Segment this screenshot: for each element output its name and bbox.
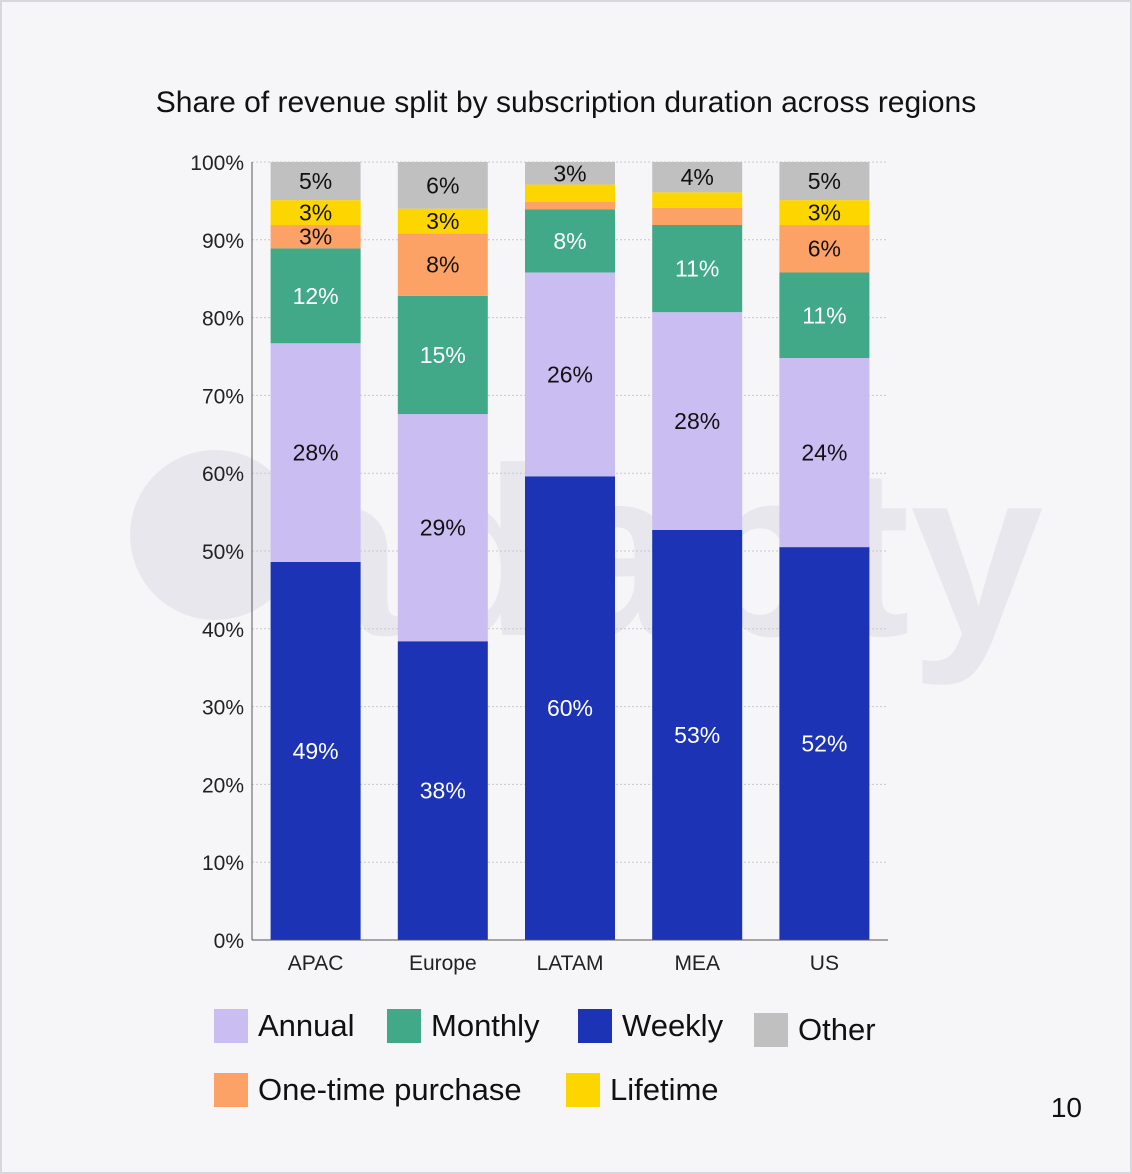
bar-segment-monthly-latam <box>525 209 615 273</box>
stacked-bar-chart: 0% 10% 20% 30% 40% 50% 60% 70% 80% 90% 100% 49% 28% 1… <box>190 152 888 975</box>
chart-title: Share of revenue split by subscription d… <box>155 86 977 119</box>
data-label-monthly-latam: 8% <box>553 228 586 254</box>
bar-segment-weekly-mea <box>652 529 743 940</box>
bar-segment-one-time-purchase-europe <box>397 233 488 296</box>
legend-item-annual: Annual <box>214 1008 355 1044</box>
bar-segment-weekly-apac <box>270 561 361 940</box>
y-tick-label: 70% <box>202 385 244 408</box>
bar-segment-lifetime-europe <box>397 208 488 234</box>
data-label-one-time-purchase-europe: 8% <box>426 252 459 278</box>
bar-segment-weekly-europe <box>397 641 488 940</box>
data-label-other-latam: 3% <box>553 160 586 186</box>
bar-segment-weekly-latam <box>525 476 615 940</box>
legend-label-weekly: Weekly <box>622 1008 724 1043</box>
x-tick-label: MEA <box>674 952 720 975</box>
y-tick-label: 50% <box>202 541 244 564</box>
data-label-weekly-mea: 53% <box>674 722 720 748</box>
legend-label-annual: Annual <box>258 1008 355 1043</box>
data-label-annual-apac: 28% <box>293 440 339 466</box>
legend-swatch-annual <box>214 1009 248 1043</box>
bar-segment-one-time-purchase-us <box>779 225 870 273</box>
y-tick-label: 10% <box>202 852 244 875</box>
bar-segment-monthly-apac <box>270 248 361 344</box>
bar-segment-other-europe <box>397 162 488 209</box>
bar-segment-lifetime-mea <box>652 192 743 208</box>
data-label-other-mea: 4% <box>681 164 714 190</box>
data-label-annual-mea: 28% <box>674 408 720 434</box>
data-label-annual-latam: 26% <box>547 361 593 387</box>
data-label-lifetime-apac: 3% <box>299 200 332 226</box>
y-tick-label: 20% <box>202 774 244 797</box>
data-label-monthly-us: 11% <box>802 302 846 328</box>
legend-swatch-lifetime <box>566 1073 600 1107</box>
legend-swatch-weekly <box>578 1009 612 1043</box>
legend-item-weekly: Weekly <box>578 1008 723 1044</box>
data-label-weekly-apac: 49% <box>293 738 339 764</box>
x-tick-label: APAC <box>288 952 344 975</box>
y-tick-label: 30% <box>202 697 244 720</box>
data-label-other-europe: 6% <box>426 172 459 198</box>
data-label-monthly-mea: 11% <box>675 256 719 282</box>
bar-segment-annual-latam <box>525 272 615 477</box>
bar-segment-weekly-us <box>779 547 870 940</box>
bar-segment-annual-europe <box>397 414 488 642</box>
data-label-monthly-europe: 15% <box>420 342 466 368</box>
data-label-other-us: 5% <box>808 168 841 194</box>
data-label-other-apac: 5% <box>299 168 332 194</box>
data-label-monthly-apac: 12% <box>293 283 339 309</box>
legend-item-one-time-purchase: One-time purchase <box>214 1072 522 1108</box>
bar-segment-other-us <box>779 162 870 201</box>
y-tick-label: 90% <box>202 230 244 253</box>
bar-segment-monthly-us <box>779 272 870 359</box>
data-label-lifetime-us: 3% <box>808 200 841 226</box>
bar-segment-other-apac <box>270 162 361 201</box>
data-label-weekly-europe: 38% <box>420 778 466 804</box>
legend-item-monthly: Monthly <box>387 1008 540 1044</box>
y-tick-label: 40% <box>202 619 244 642</box>
bar-segment-monthly-mea <box>652 225 743 313</box>
data-label-annual-us: 24% <box>801 440 847 466</box>
legend-label-lifetime: Lifetime <box>610 1072 719 1107</box>
bar-segment-one-time-purchase-apac <box>270 225 361 249</box>
legend-label-other: Other <box>798 1012 876 1047</box>
data-label-annual-europe: 29% <box>420 515 466 541</box>
legend-label-monthly: Monthly <box>431 1008 540 1043</box>
x-tick-label: LATAM <box>537 952 604 975</box>
bar-segment-one-time-purchase-latam <box>525 201 615 210</box>
legend-swatch-monthly <box>387 1009 421 1043</box>
y-tick-label: 0% <box>214 930 244 953</box>
y-tick-label: 60% <box>202 463 244 486</box>
data-label-weekly-latam: 60% <box>547 695 593 721</box>
y-tick-label: 100% <box>190 152 244 175</box>
bar-segment-lifetime-apac <box>270 200 361 226</box>
bar-segment-annual-us <box>779 358 870 548</box>
x-tick-label: Europe <box>409 952 477 975</box>
y-tick-label: 80% <box>202 308 244 331</box>
legend-item-lifetime: Lifetime <box>566 1072 719 1108</box>
bar-segment-lifetime-latam <box>525 184 615 202</box>
legend-swatch-other <box>754 1013 788 1047</box>
x-tick-label: US <box>810 952 839 975</box>
data-label-one-time-purchase-apac: 3% <box>299 224 332 250</box>
bar-segment-other-latam <box>525 162 615 185</box>
legend-swatch-one-time-purchase <box>214 1073 248 1107</box>
bar-segment-lifetime-us <box>779 200 870 226</box>
data-label-one-time-purchase-us: 6% <box>808 236 841 262</box>
bar-segment-one-time-purchase-mea <box>652 207 743 226</box>
legend-label-one-time-purchase: One-time purchase <box>258 1072 522 1107</box>
data-label-lifetime-europe: 3% <box>426 208 459 234</box>
bar-segment-monthly-europe <box>397 295 488 415</box>
legend-item-other: Other <box>754 1012 876 1048</box>
bar-segment-annual-mea <box>652 312 743 530</box>
bar-segment-other-mea <box>652 162 743 193</box>
bar-segment-annual-apac <box>270 343 361 562</box>
data-label-weekly-us: 52% <box>801 731 847 757</box>
page-number: 10 <box>1050 1092 1082 1123</box>
